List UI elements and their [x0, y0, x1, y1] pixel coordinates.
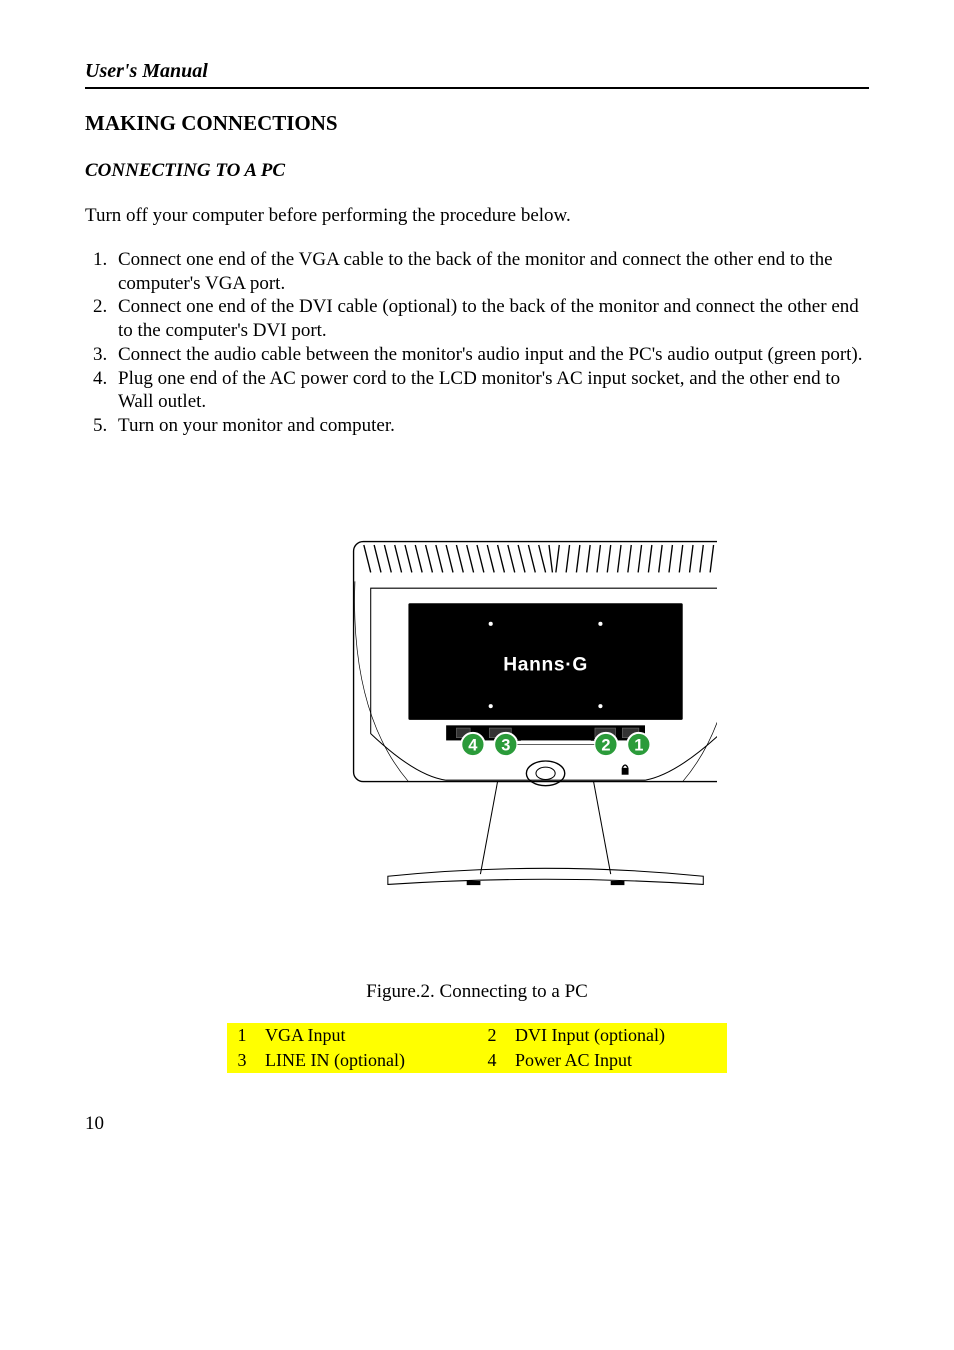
steps-list: Connect one end of the VGA cable to the …: [85, 248, 869, 438]
figure-container: Hanns·G 4 3 2 1: [85, 468, 869, 963]
subsection-heading: CONNECTING TO A PC: [85, 160, 869, 182]
marker-2: 2: [594, 733, 617, 756]
svg-text:2: 2: [601, 736, 610, 754]
legend-num: 3: [227, 1048, 257, 1073]
section-heading: MAKING CONNECTIONS: [85, 111, 869, 136]
legend-num: 1: [227, 1023, 257, 1048]
legend-num: 2: [477, 1023, 507, 1048]
svg-text:1: 1: [634, 736, 643, 754]
page-header: User's Manual: [85, 60, 869, 83]
monitor-diagram: Hanns·G 4 3 2 1: [237, 468, 717, 958]
marker-1: 1: [627, 733, 650, 756]
table-row: 3 LINE IN (optional) 4 Power AC Input: [227, 1048, 727, 1073]
header-rule: [85, 87, 869, 89]
legend-label: Power AC Input: [507, 1048, 727, 1073]
legend-label: VGA Input: [257, 1023, 477, 1048]
svg-text:3: 3: [501, 736, 510, 754]
legend-label: LINE IN (optional): [257, 1048, 477, 1073]
step-item: Turn on your monitor and computer.: [112, 414, 869, 438]
marker-4: 4: [461, 733, 484, 756]
step-item: Connect one end of the VGA cable to the …: [112, 248, 869, 296]
brand-text: Hanns·G: [503, 654, 588, 675]
page-number: 10: [85, 1113, 869, 1135]
step-item: Connect the audio cable between the moni…: [112, 343, 869, 367]
legend-label: DVI Input (optional): [507, 1023, 727, 1048]
legend-num: 4: [477, 1048, 507, 1073]
step-item: Plug one end of the AC power cord to the…: [112, 367, 869, 415]
marker-3: 3: [494, 733, 517, 756]
intro-text: Turn off your computer before performing…: [85, 204, 869, 228]
legend-table: 1 VGA Input 2 DVI Input (optional) 3 LIN…: [227, 1023, 727, 1073]
step-item: Connect one end of the DVI cable (option…: [112, 295, 869, 343]
table-row: 1 VGA Input 2 DVI Input (optional): [227, 1023, 727, 1048]
figure-caption: Figure.2. Connecting to a PC: [85, 981, 869, 1003]
svg-text:4: 4: [468, 736, 478, 754]
